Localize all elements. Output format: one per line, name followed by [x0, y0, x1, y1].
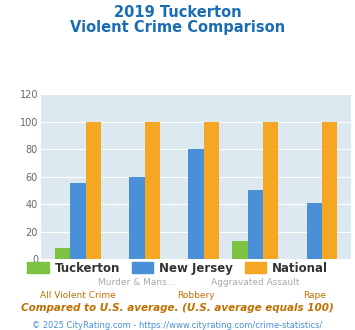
Text: All Violent Crime: All Violent Crime	[40, 291, 116, 300]
Legend: Tuckerton, New Jersey, National: Tuckerton, New Jersey, National	[23, 257, 332, 280]
Bar	[322, 121, 337, 259]
Text: © 2025 CityRating.com - https://www.cityrating.com/crime-statistics/: © 2025 CityRating.com - https://www.city…	[32, 321, 323, 330]
Text: Violent Crime Comparison: Violent Crime Comparison	[70, 20, 285, 35]
Bar	[189, 149, 204, 259]
Text: Rape: Rape	[303, 291, 326, 300]
Bar	[247, 190, 263, 259]
Bar	[86, 121, 101, 259]
Bar	[204, 121, 219, 259]
Bar	[70, 183, 86, 259]
Text: Compared to U.S. average. (U.S. average equals 100): Compared to U.S. average. (U.S. average …	[21, 303, 334, 313]
Bar	[129, 177, 145, 259]
Text: Aggravated Assault: Aggravated Assault	[211, 279, 300, 287]
Text: Murder & Mans...: Murder & Mans...	[98, 279, 176, 287]
Bar	[263, 121, 278, 259]
Text: 2019 Tuckerton: 2019 Tuckerton	[114, 5, 241, 20]
Bar	[55, 248, 70, 259]
Bar	[145, 121, 160, 259]
Bar	[232, 241, 247, 259]
Text: Robbery: Robbery	[178, 291, 215, 300]
Bar	[307, 203, 322, 259]
